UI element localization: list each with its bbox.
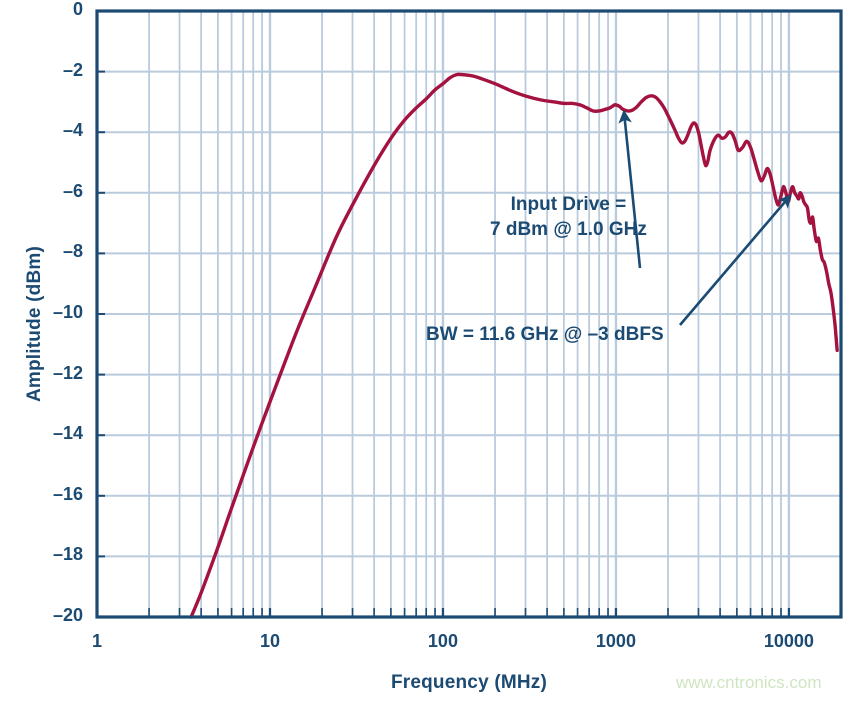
y-tick-label: –4 bbox=[62, 120, 83, 141]
x-tick-label: 100 bbox=[427, 631, 458, 651]
y-tick-label: –16 bbox=[52, 483, 83, 504]
arrow-input-drive bbox=[618, 109, 642, 269]
annotation-input-drive-line2: 7 dBm @ 1.0 GHz bbox=[490, 219, 647, 241]
axis-ticks bbox=[95, 10, 842, 618]
arrow-bw bbox=[679, 194, 792, 326]
y-tick-label: –18 bbox=[52, 544, 83, 565]
x-tick-label: 10 bbox=[259, 631, 280, 651]
annotation-input-drive: Input Drive = 7 dBm @ 1.0 GHz bbox=[490, 192, 647, 242]
y-tick-label: –12 bbox=[52, 362, 83, 383]
x-tick-label: 1000 bbox=[595, 631, 636, 651]
x-tick-label: 10000 bbox=[763, 631, 814, 651]
y-axis-title: Amplitude (dBm) bbox=[24, 245, 45, 403]
annotation-bandwidth: BW = 11.6 GHz @ –3 dBFS bbox=[426, 324, 664, 345]
grid-lines bbox=[97, 11, 841, 617]
x-axis-title: Frequency (MHz) bbox=[390, 672, 548, 693]
y-tick-label: –10 bbox=[52, 302, 83, 322]
watermark: www.cntronics.com bbox=[676, 673, 822, 692]
y-tick-label: –14 bbox=[52, 423, 83, 444]
x-tick-label: 1 bbox=[91, 631, 102, 651]
y-tick-label: –20 bbox=[52, 605, 83, 625]
y-tick-label: –6 bbox=[62, 180, 83, 201]
response-curve bbox=[189, 72, 839, 619]
series-frequency-response bbox=[189, 72, 839, 619]
annotation-input-drive-line1: Input Drive = bbox=[510, 194, 627, 215]
y-tick-label: 0 bbox=[72, 0, 83, 19]
y-tick-label: –8 bbox=[62, 241, 83, 262]
y-tick-label: –2 bbox=[62, 59, 83, 80]
annotation-arrows bbox=[618, 109, 792, 326]
